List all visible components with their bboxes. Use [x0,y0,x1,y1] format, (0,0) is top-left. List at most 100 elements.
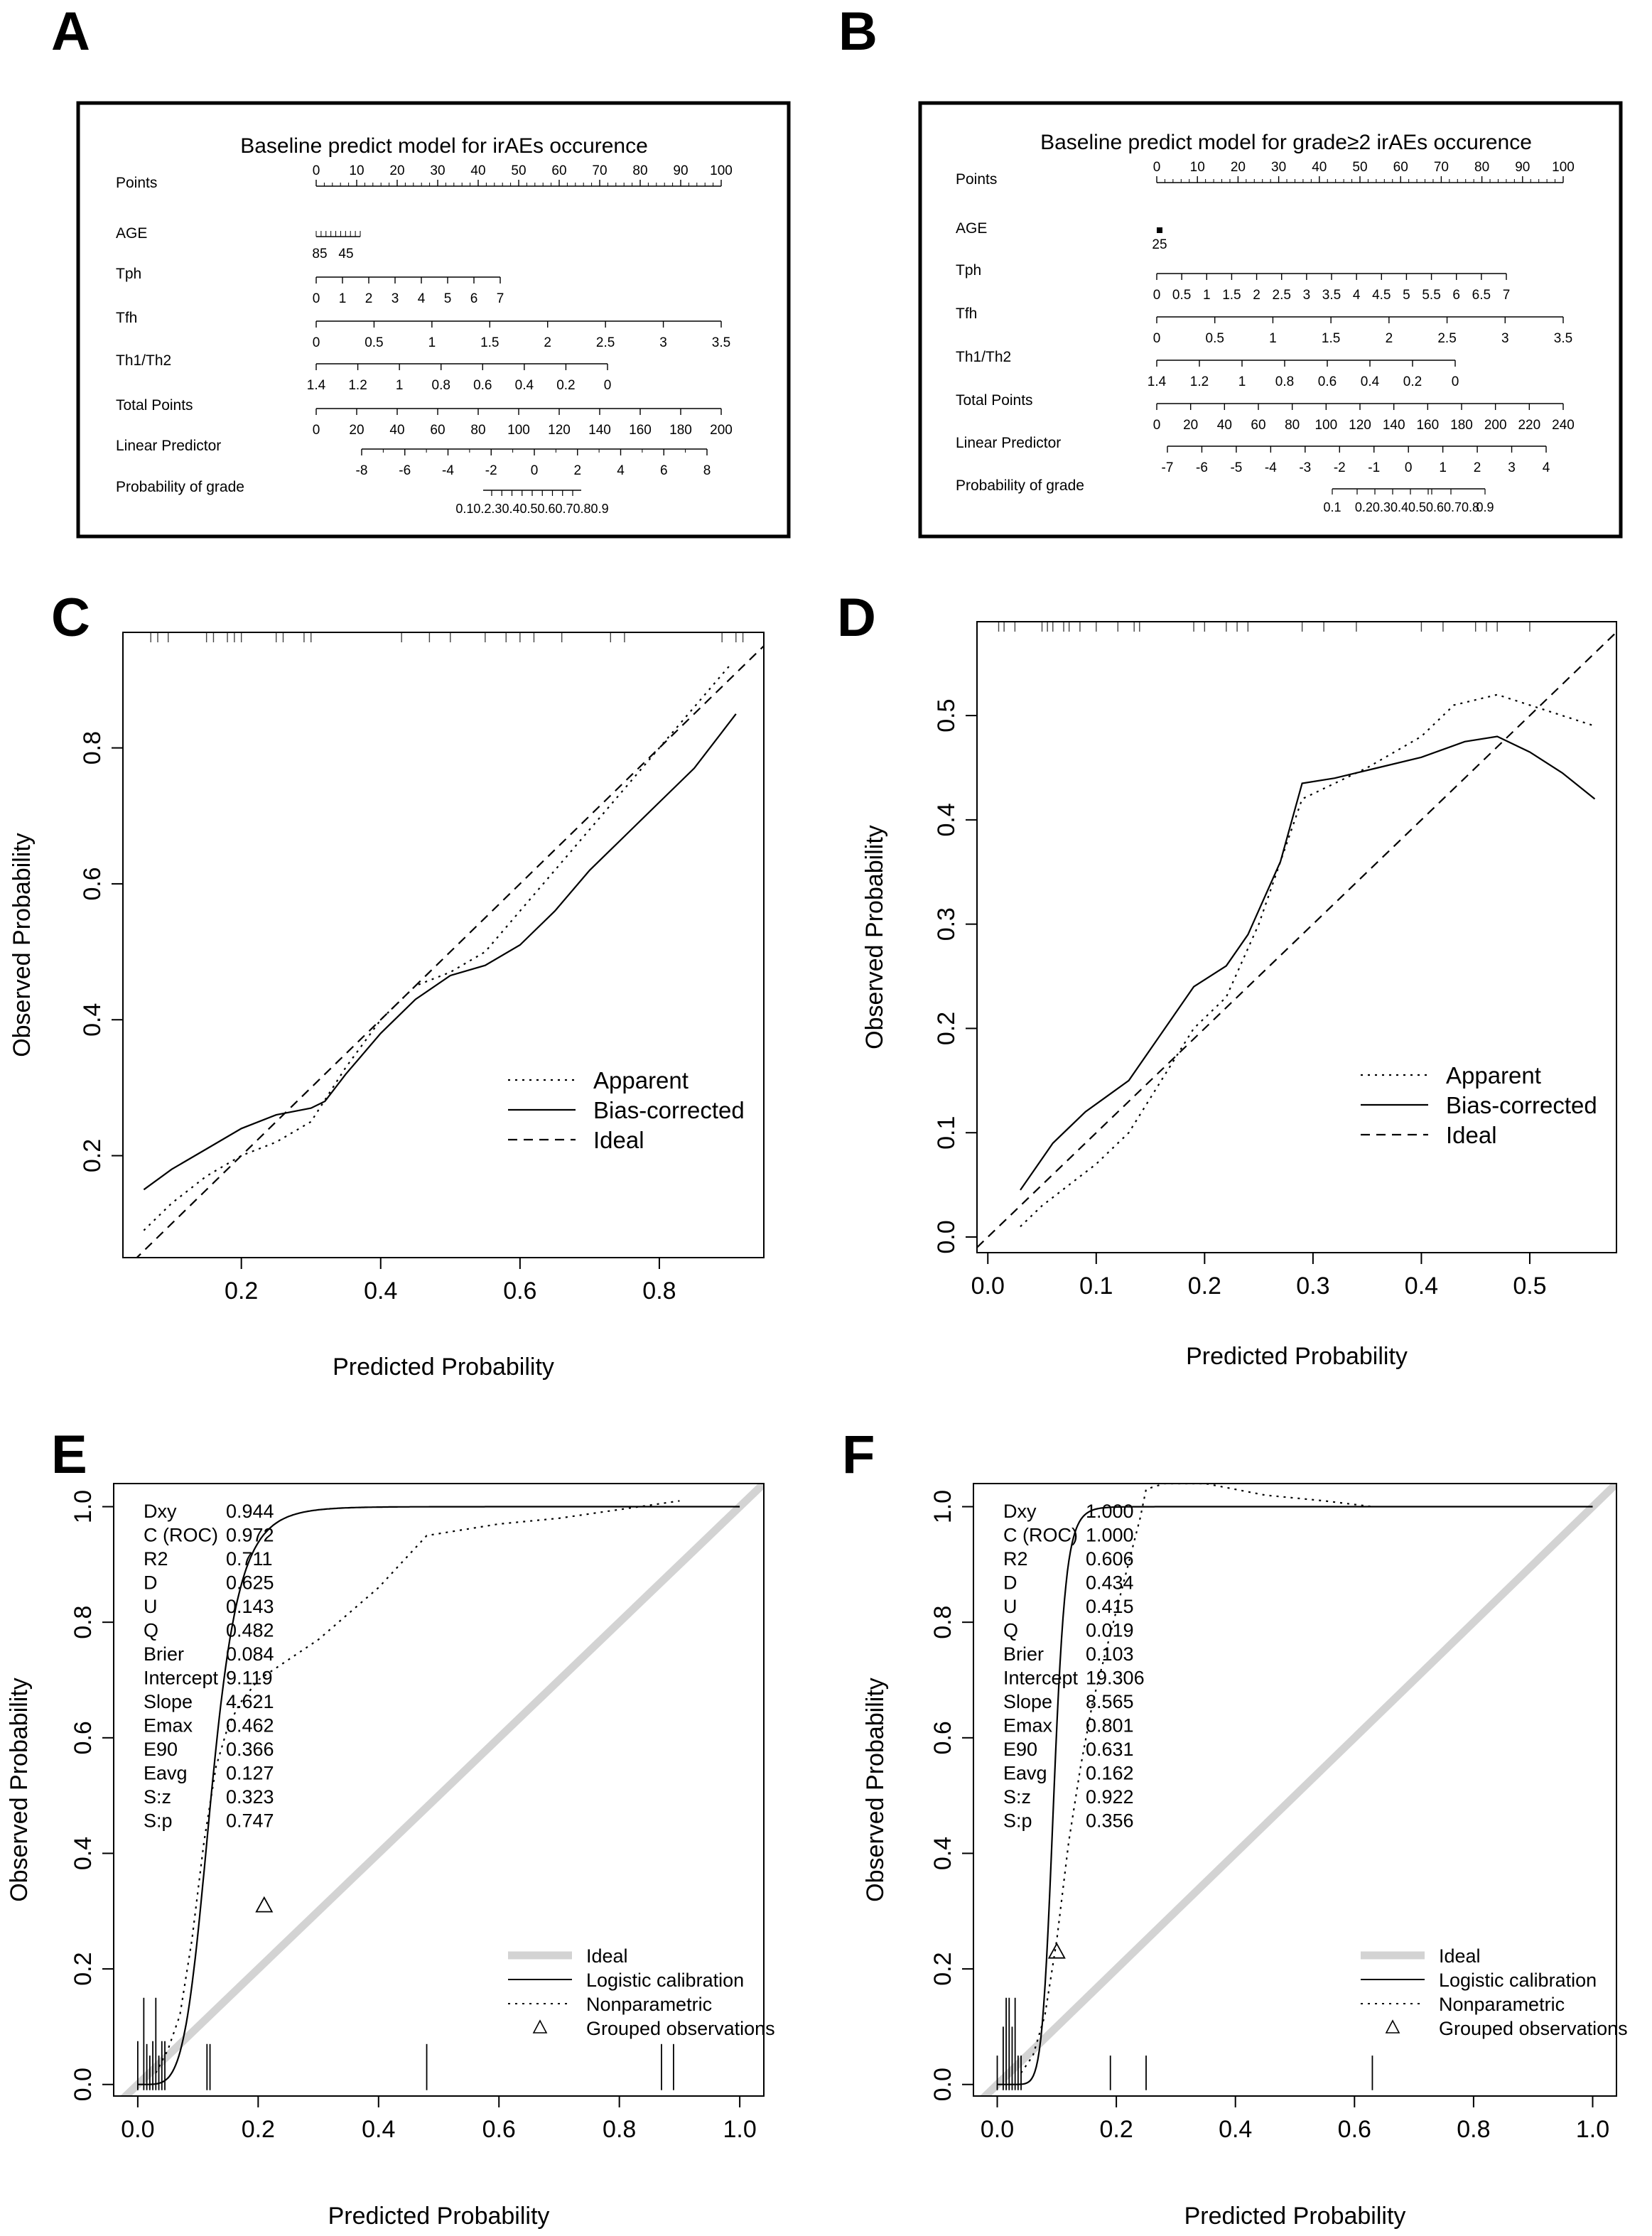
nomogram-tick-label: 50 [511,163,526,178]
stat-name: S:p [1003,1810,1032,1832]
x-tick-label: 0.8 [1457,2116,1490,2143]
legend-label: Grouped observations [586,2018,775,2039]
nomogram-tick-label: 1 [1439,460,1447,475]
stat-name: Slope [1003,1691,1052,1712]
stat-value: 0.127 [226,1763,274,1784]
y-tick-label: 0.2 [79,1139,106,1172]
x-tick-label: 0.0 [981,2116,1014,2143]
nomogram-tick-label: 20 [389,163,404,178]
nomogram-tick-label: -3 [1299,460,1311,475]
nomogram-tick-label: 1.2 [1190,374,1209,389]
nomogram-tick-label: 140 [588,423,611,438]
nomogram-tick-label: 0 [313,291,320,306]
calibration-plot-f: 0.0 0.2 0.4 0.6 0.8 1.00.00.20.40.60.81.0Pred… [862,1484,1628,2230]
nomogram-tick-label: 0.2 [1403,374,1422,389]
stat-name: Eavg [1003,1763,1047,1784]
x-tick-label: 0.6 [1338,2116,1371,2143]
plot-area-d [977,622,1616,1248]
nomogram-tick-label: 0 [313,335,320,350]
y-axis-label: Observed Probability [6,1678,33,1902]
x-tick-label: 1.0 [723,2116,756,2143]
nomogram-row-label-points: Points [116,175,157,191]
stat-name: Dxy [1003,1501,1037,1522]
nomogram-tick-label: 3 [1508,460,1516,475]
nomogram-tick-label: 1 [339,291,347,306]
nomogram-tick-label: 70 [1434,160,1449,175]
nomogram-tick-label: 0.6 [1318,374,1337,389]
x-tick-label: 0.3 [1296,1273,1329,1300]
nomogram-tick-label: 2 [573,463,581,478]
legend-symbol-triangle [1386,2021,1399,2033]
stat-value: 0.944 [226,1501,274,1522]
series-line-nonparametric [1021,1484,1372,2073]
y-tick-label: 0.4 [929,1837,956,1870]
stat-name: C (ROC) [1003,1525,1078,1546]
legend-label: Ideal [593,1127,644,1153]
panel-letter-d: D [837,588,876,648]
nomogram-tick-label: 1 [396,378,404,393]
nomogram-tick-label: 85 [312,247,327,261]
nomogram-tick-label: 2 [1386,331,1393,346]
nomogram-row-label-age: AGE [116,225,147,242]
y-tick-label: 1.0 [70,1490,97,1523]
nomogram-tick-label: 40 [389,423,404,438]
x-tick-label: 0.4 [1405,1273,1438,1300]
nomogram-tick-label: 4 [1353,288,1361,303]
nomogram-tick-label: 4 [617,463,625,478]
stat-value: 0.143 [226,1596,274,1617]
stat-name: S:z [144,1786,171,1808]
nomogram-tick-label: 6 [660,463,668,478]
x-tick-label: 0.8 [642,1278,676,1305]
nomogram-tick-label: 4 [1543,460,1550,475]
nomogram-row-label-tph: Tph [116,266,141,282]
stat-value: 0.103 [1086,1643,1134,1665]
nomogram-row-label-linear-predictor: Linear Predictor [956,435,1061,451]
nomogram-tick-label: 1 [428,335,436,350]
nomogram-tick-label: 40 [470,163,485,178]
nomogram-tick-label: 6.5 [1472,288,1491,303]
nomogram-tick-label: 0.5 [365,335,383,350]
stat-value: 1.000 [1086,1525,1134,1546]
stat-value: 0.019 [1086,1620,1134,1641]
nomogram-row-label-probability-of-grade: Probability of grade [956,477,1084,494]
stat-value: 0.084 [226,1643,274,1665]
x-tick-label: 0.8 [603,2116,636,2143]
x-tick-label: 1.0 [1576,2116,1609,2143]
nomogram-tick-label: 6 [1452,288,1460,303]
nomogram-tick-label: 3 [392,291,399,306]
nomogram-tick-label: 0 [1153,160,1161,175]
nomogram-tick-label: -4 [1265,460,1277,475]
nomogram-tick-label: 0.5 [1206,331,1224,346]
nomogram-tick-label: 160 [1416,418,1439,433]
nomogram-tick-label: -1 [1368,460,1380,475]
legend-label: Bias-corrected [593,1097,745,1123]
stat-name: C (ROC) [144,1525,218,1546]
stat-name: E90 [1003,1739,1037,1760]
nomogram-title-b: Baseline predict model for grade≥2 irAEs… [1040,131,1532,154]
nomogram-tick-label: 90 [1515,160,1530,175]
stat-value: 4.621 [226,1691,274,1712]
nomogram-tick-label: 4 [418,291,426,306]
y-tick-label: 0.6 [929,1721,956,1754]
x-axis-label: Predicted Probability [328,2203,550,2230]
nomogram-tick-label: 80 [632,163,647,178]
nomogram-tick-label: 30 [1271,160,1286,175]
nomogram-tick-label: 1.2 [348,378,367,393]
y-tick-label: 0.1 [933,1116,960,1150]
stat-name: Eavg [144,1763,188,1784]
y-tick-label: 0.3 [933,907,960,941]
x-axis-label: Predicted Probability [1186,1343,1408,1370]
nomogram-tick-label: 2.5 [596,335,615,350]
stat-name: R2 [1003,1548,1028,1570]
nomogram-tick-label: 180 [669,423,692,438]
nomogram-tick-label: 1.5 [480,335,499,350]
nomogram-tick-label: 2 [544,335,551,350]
stat-name: S:z [1003,1786,1031,1808]
x-tick-label: 0.2 [242,2116,275,2143]
nomogram-tick-label: 120 [548,423,571,438]
x-tick-label: 0.4 [364,1278,397,1305]
stat-value: 1.000 [1086,1501,1134,1522]
charts-layer: Baseline predict model for irAEs occuren… [6,103,1628,2230]
stat-value: 0.972 [226,1525,274,1546]
nomogram-tick-label: 3.5 [1554,331,1572,346]
